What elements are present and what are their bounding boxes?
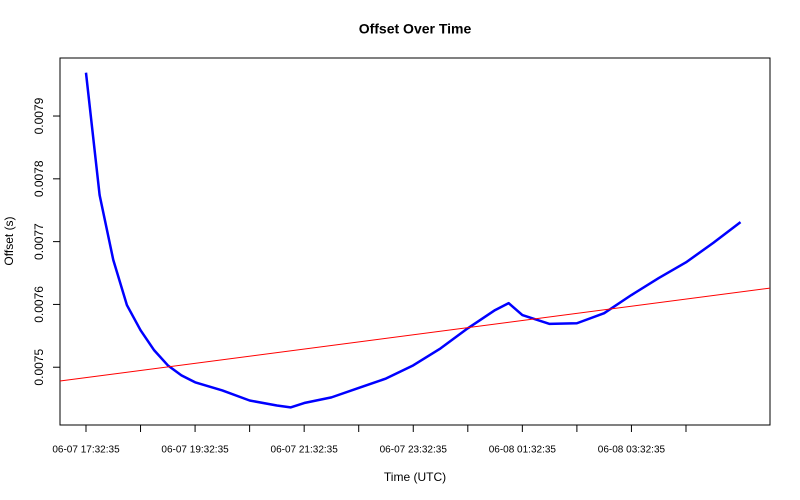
- y-tick-label: 0.0077: [32, 223, 46, 260]
- y-tick-label: 0.0076: [32, 286, 46, 323]
- x-tick-label: 06-07 17:32:35: [52, 445, 120, 456]
- x-tick-label: 06-08 03:32:35: [598, 445, 666, 456]
- data-line: [59, 287, 771, 382]
- x-tick-label: 06-07 19:32:35: [161, 445, 229, 456]
- plot-frame: [59, 57, 771, 426]
- x-tick-label: 06-07 23:32:35: [380, 445, 448, 456]
- y-tick-label: 0.0075: [32, 349, 46, 386]
- y-tick-label: 0.0078: [32, 160, 46, 197]
- data-line: [84, 72, 742, 409]
- x-tick-label: 06-07 21:32:35: [271, 445, 339, 456]
- x-tick-label: 06-08 01:32:35: [489, 445, 557, 456]
- x-axis-label: Time (UTC): [384, 470, 446, 484]
- y-axis-label: Offset (s): [2, 216, 16, 265]
- y-tick-label: 0.0079: [32, 97, 46, 134]
- chart-title: Offset Over Time: [359, 21, 472, 37]
